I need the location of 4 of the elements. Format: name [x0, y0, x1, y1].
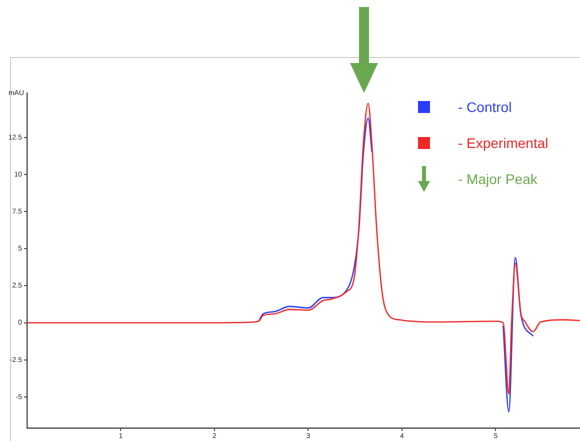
line-series — [27, 102, 580, 395]
legend-label: - Experimental — [458, 135, 548, 151]
annotation: - Major Peak — [458, 171, 538, 187]
legend-label: - Control — [458, 99, 512, 115]
